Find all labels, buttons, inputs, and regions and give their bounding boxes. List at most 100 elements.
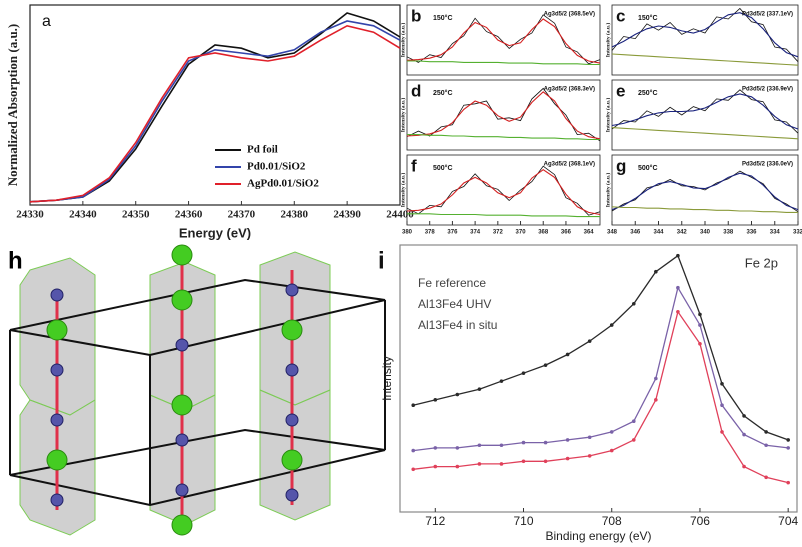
series-line <box>413 310 789 484</box>
data-point <box>742 464 746 469</box>
annotation: 250°C <box>638 89 658 97</box>
data-point <box>587 454 592 458</box>
series-line <box>611 172 799 211</box>
data-point <box>433 398 438 402</box>
legend-label: Pd foil <box>247 144 278 156</box>
x-tick-label: 24350 <box>122 209 150 221</box>
legend-label: Fe reference <box>418 276 486 290</box>
data-point <box>742 432 746 437</box>
series-line <box>611 7 799 62</box>
data-point <box>631 419 636 424</box>
data-point <box>654 376 658 381</box>
x-tick-label: 24390 <box>333 209 361 221</box>
data-point <box>455 446 460 450</box>
series-line <box>407 213 600 218</box>
crystal-structure: h <box>8 244 386 536</box>
panel-label: e <box>616 81 625 100</box>
atom <box>50 413 64 427</box>
annotation: 150°C <box>433 14 453 22</box>
data-point <box>433 464 438 469</box>
x-tick-label: 708 <box>602 514 622 528</box>
data-point <box>698 323 702 327</box>
data-point <box>455 392 460 397</box>
x-tick-label: 336 <box>746 230 757 236</box>
y-axis-label: Intensity (a.u.) <box>399 173 406 208</box>
data-point <box>543 363 548 367</box>
x-tick-label: 374 <box>470 230 481 236</box>
series-line <box>611 12 799 58</box>
atom <box>171 289 193 311</box>
data-point <box>720 403 724 408</box>
atom <box>175 338 189 352</box>
series-line <box>29 20 401 203</box>
data-point <box>786 438 790 442</box>
series-line <box>611 127 799 140</box>
atom <box>171 394 193 416</box>
panel-label: c <box>616 6 625 25</box>
data-point <box>720 430 724 434</box>
annotation: Fe 2p <box>745 255 778 270</box>
x-tick-label: 338 <box>723 230 734 236</box>
atom <box>171 244 193 266</box>
data-point <box>433 446 438 450</box>
series-line <box>413 285 789 452</box>
legend-label: AgPd0.01/SiO2 <box>247 178 319 190</box>
atom <box>175 483 189 497</box>
data-point <box>720 382 724 386</box>
x-tick-label: 368 <box>538 230 549 236</box>
series-line <box>611 206 798 213</box>
annotation: 500°C <box>433 164 453 172</box>
data-point <box>609 448 614 453</box>
x-tick-label: 340 <box>700 230 711 236</box>
y-axis-label: Intensity (a.u.) <box>604 98 611 133</box>
atom <box>285 363 299 377</box>
atom <box>285 488 299 502</box>
data-point <box>521 440 526 445</box>
data-point <box>631 438 636 442</box>
series-line <box>406 18 601 64</box>
x-tick-label: 334 <box>770 230 781 236</box>
series-line <box>406 169 601 216</box>
data-point <box>587 435 592 440</box>
annotation: 500°C <box>638 164 658 172</box>
data-point <box>698 341 702 346</box>
atom <box>285 283 299 297</box>
data-point <box>764 475 768 480</box>
x-tick-label: 346 <box>630 230 641 236</box>
annotation: 250°C <box>433 89 453 97</box>
panel-label: g <box>616 156 626 175</box>
data-point <box>477 387 482 391</box>
data-point <box>676 253 680 258</box>
y-axis-label: Intensity (a.u.) <box>399 98 406 133</box>
plot-frame <box>406 154 601 226</box>
x-tick-label: 344 <box>653 230 664 236</box>
annotation: Pd3d5/2 (336.0eV) <box>742 162 793 168</box>
atom <box>171 514 193 536</box>
atom <box>50 363 64 377</box>
x-tick-label: 332 <box>793 230 802 236</box>
x-tick-label: 380 <box>402 230 413 236</box>
data-point <box>654 269 658 274</box>
x-tick-label: 366 <box>561 230 572 236</box>
data-point <box>455 464 460 469</box>
panel-label: a <box>42 13 51 30</box>
plot-frame <box>611 4 799 76</box>
plot-frame <box>406 79 601 151</box>
x-tick-label: 24340 <box>69 209 97 221</box>
y-axis-label: Intensity <box>380 356 394 401</box>
data-point <box>565 456 570 461</box>
plot-frame <box>399 244 798 513</box>
legend-label: Al13Fe4 in situ <box>418 318 497 332</box>
data-point <box>477 443 482 448</box>
data-point <box>764 430 768 434</box>
panel-label: b <box>411 6 421 25</box>
series-line <box>406 91 601 140</box>
x-tick-label: 364 <box>584 230 595 236</box>
data-point <box>587 339 592 343</box>
x-axis-label: Energy (eV) <box>179 225 251 240</box>
atom <box>50 288 64 302</box>
x-tick-label: 24360 <box>175 209 203 221</box>
atom <box>46 449 68 471</box>
x-tick-label: 24380 <box>281 209 309 221</box>
